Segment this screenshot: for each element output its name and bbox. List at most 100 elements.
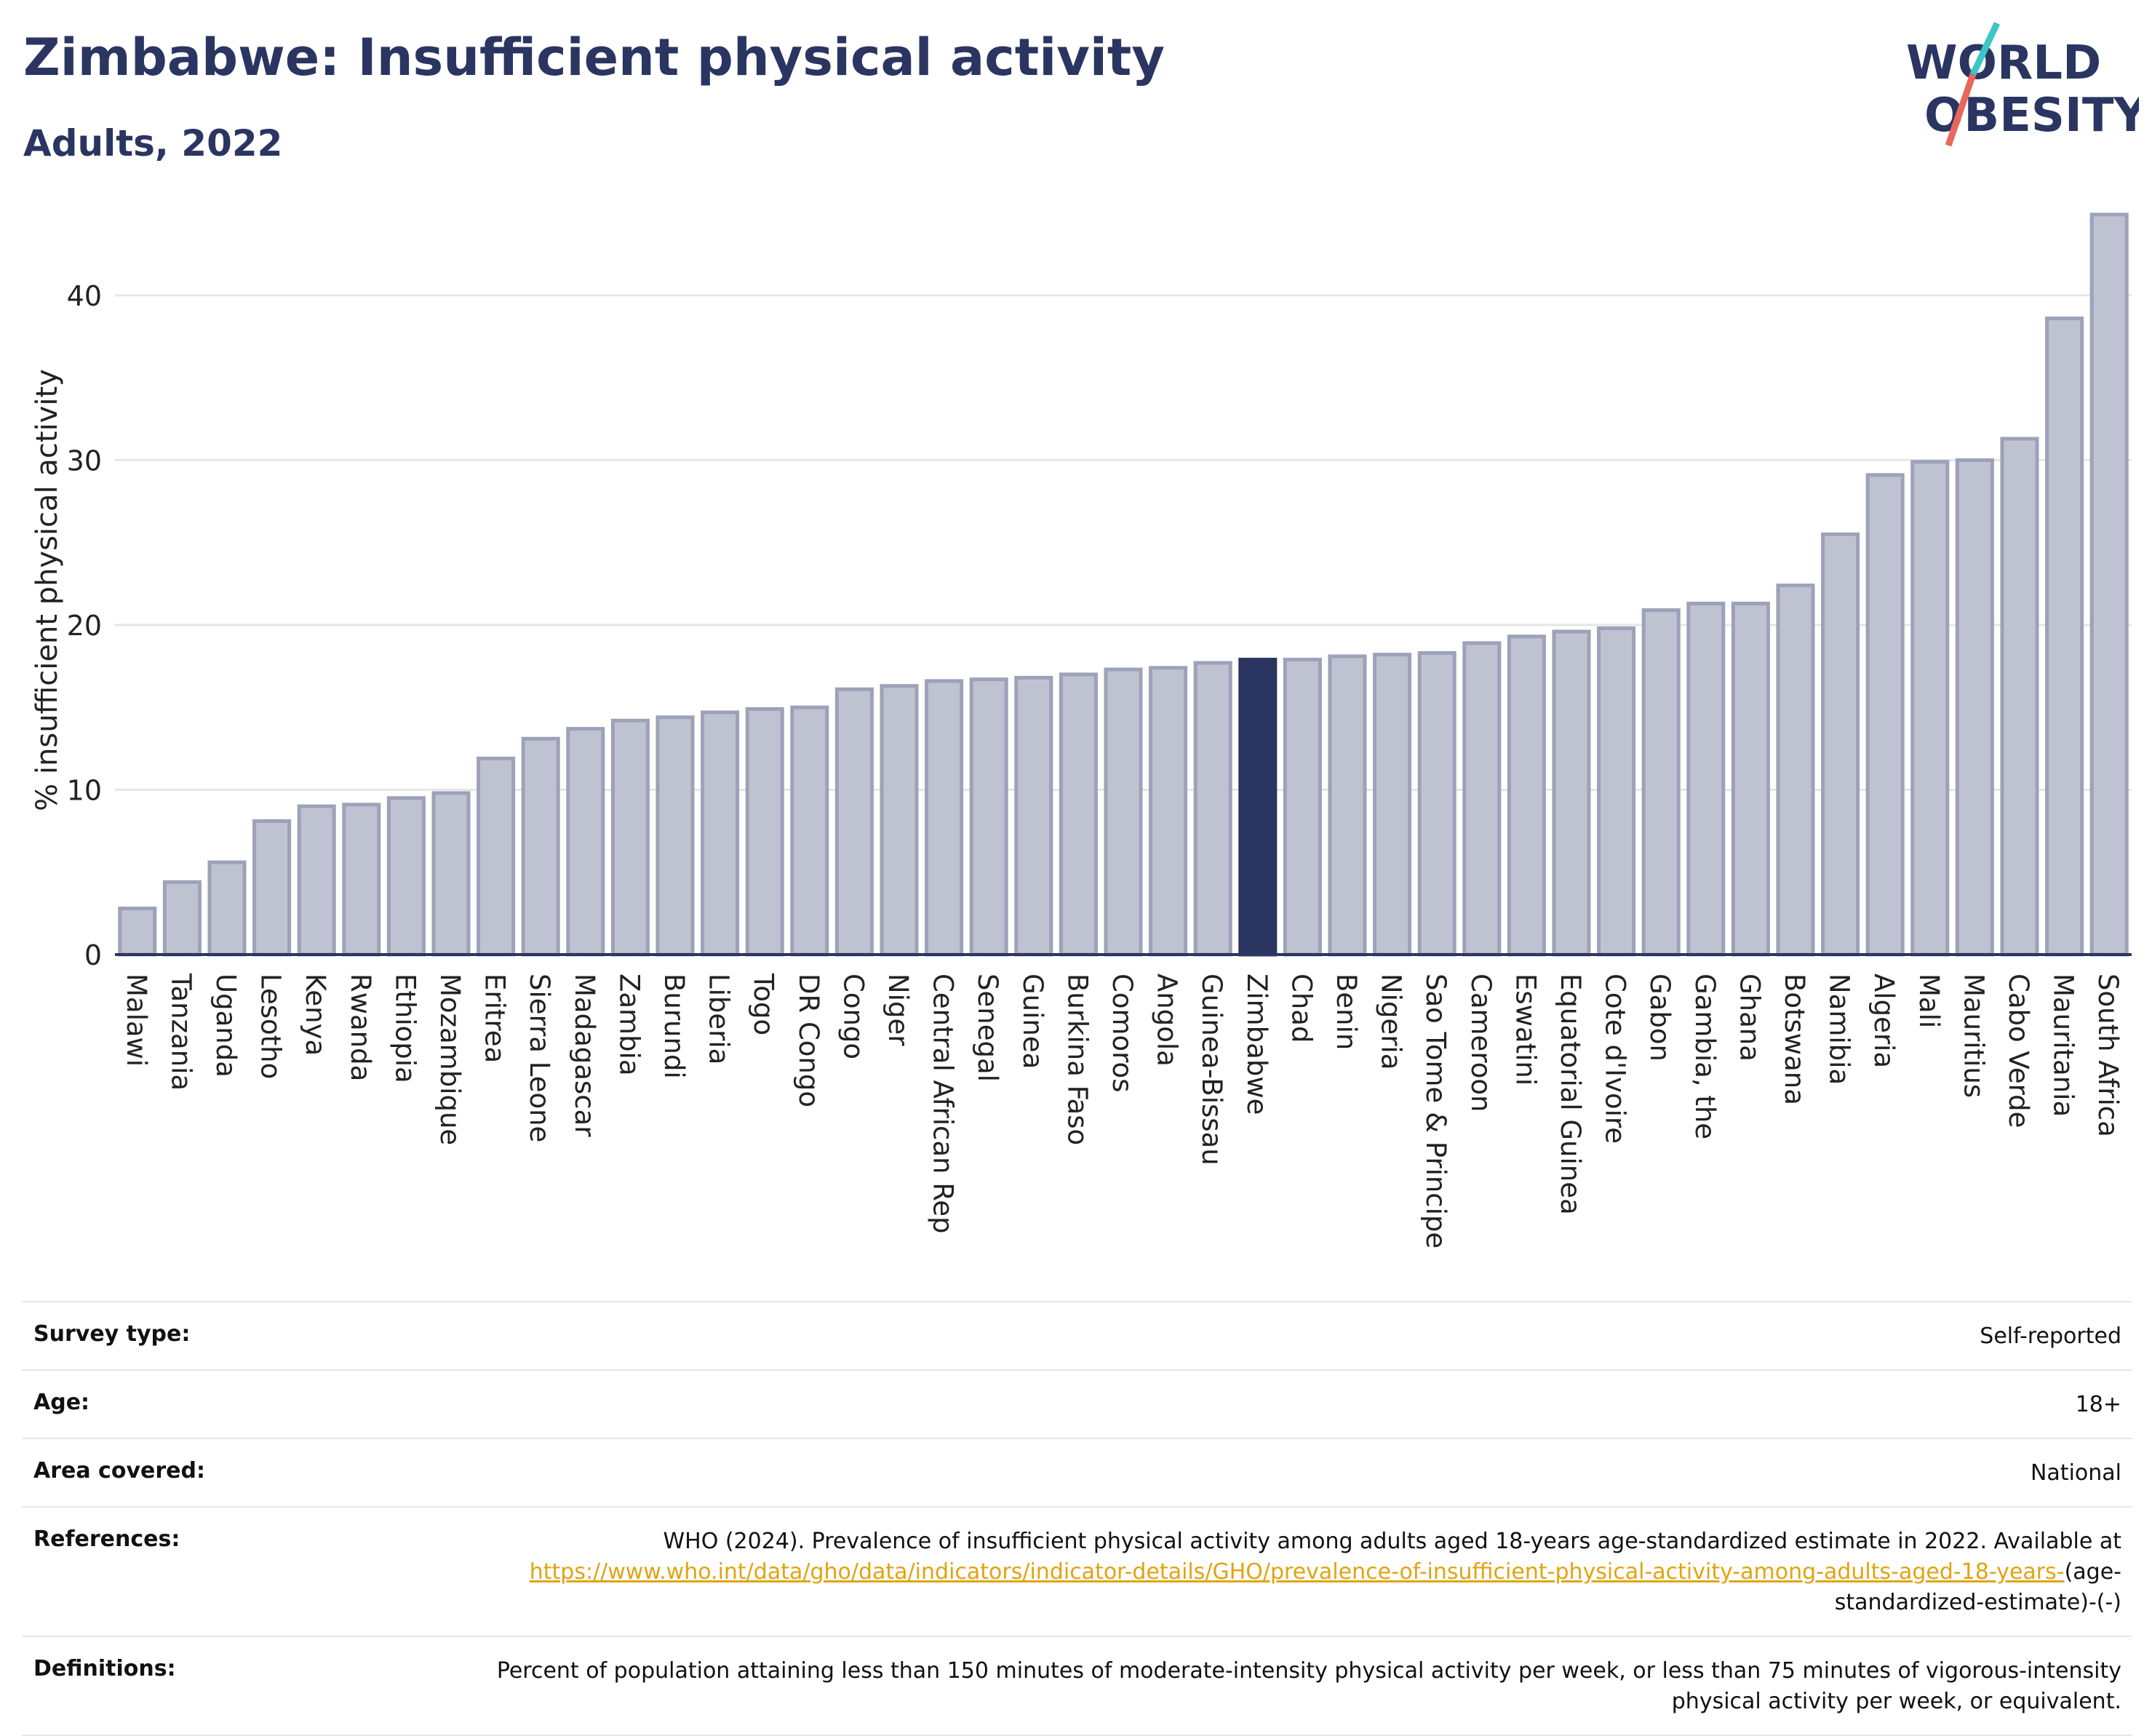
bar [1731, 602, 1770, 957]
y-tick-label: 40 [67, 280, 102, 312]
y-tick-label: 30 [67, 445, 102, 477]
bar [566, 727, 605, 957]
x-tick-label: Algeria [1868, 973, 1900, 1068]
x-tick-label: Cabo Verde [2003, 973, 2034, 1128]
y-tick-label: 10 [67, 774, 102, 806]
x-tick-label: DR Congo [793, 973, 824, 1107]
x-tick-label: Niger [882, 973, 914, 1046]
y-tick-label: 0 [84, 939, 102, 971]
bar [431, 791, 471, 957]
bar [342, 803, 381, 957]
x-tick-label: Senegal [972, 973, 1003, 1082]
definitions-label: Definitions: [33, 1656, 176, 1681]
references-value: WHO (2024). Prevalence of insufficient p… [477, 1526, 2121, 1618]
survey-type-label: Survey type: [33, 1321, 191, 1347]
bar [834, 687, 874, 957]
x-tick-label: Angola [1152, 973, 1183, 1067]
references-suffix: (age-standardized-estimate)-(-) [1834, 1559, 2121, 1615]
x-tick-label: Cameroon [1465, 973, 1497, 1112]
bar [162, 880, 202, 957]
bar [118, 907, 157, 957]
x-tick-label: Gambia, the [1689, 973, 1721, 1139]
x-tick-label: Mauritius [1958, 973, 1989, 1098]
references-link[interactable]: https://www.who.int/data/gho/data/indica… [529, 1559, 2065, 1585]
details-row-area: Area covered: National [22, 1438, 2132, 1506]
bar [386, 796, 426, 957]
bar [1059, 672, 1098, 957]
x-tick-label: Gabon [1644, 973, 1675, 1062]
x-tick-label: Liberia [704, 973, 735, 1064]
bar [2089, 212, 2129, 957]
x-tick-label: Togo [748, 973, 779, 1035]
details-table: Survey type: Self-reported Age: 18+ Area… [22, 1301, 2132, 1736]
bar [1283, 658, 1322, 957]
details-row-definitions: Definitions: Percent of population attai… [22, 1636, 2132, 1736]
x-tick-label: Chad [1286, 973, 1317, 1043]
x-tick-label: Mozambique [434, 973, 466, 1145]
bar [1328, 654, 1367, 957]
bar [610, 718, 650, 957]
x-tick-label: Kenya [300, 973, 331, 1056]
x-tick-label: Botswana [1779, 973, 1810, 1105]
definitions-value: Percent of population attaining less tha… [496, 1658, 2121, 1714]
references-text: WHO (2024). Prevalence of insufficient p… [663, 1529, 2121, 1554]
x-tick-label: Namibia [1824, 973, 1855, 1085]
x-tick-label: Tanzania [165, 973, 196, 1091]
bar [1776, 584, 1815, 957]
bar [1149, 666, 1188, 957]
age-label: Age: [33, 1390, 90, 1415]
x-tick-label: Burkina Faso [1061, 973, 1093, 1145]
bar [477, 756, 516, 957]
x-tick-label: Guinea [1017, 973, 1048, 1069]
logo-text-world: WORLD [1906, 36, 2101, 90]
details-row-survey-type: Survey type: Self-reported [22, 1301, 2132, 1369]
area-covered-value: National [2030, 1460, 2121, 1486]
x-tick-label: Burundi [658, 973, 690, 1079]
x-tick-label: Central African Rep [928, 973, 959, 1234]
bar [207, 860, 247, 957]
y-tick-label: 20 [67, 610, 102, 642]
bar [1821, 532, 1860, 957]
bar [1104, 667, 1143, 957]
survey-type-value: Self-reported [1980, 1323, 2121, 1349]
bar [745, 706, 784, 957]
x-tick-label: Zimbabwe [1241, 973, 1272, 1115]
chart-subtitle: Adults, 2022 [23, 122, 283, 164]
x-tick-label: Comoros [1107, 973, 1138, 1092]
bar [1641, 608, 1681, 957]
bar [655, 715, 695, 957]
area-covered-label: Area covered: [33, 1458, 205, 1484]
bar-highlight [1238, 658, 1278, 957]
x-tick-label: Mauritania [2048, 973, 2079, 1117]
bar [969, 677, 1008, 957]
x-tick-label: Equatorial Guinea [1555, 973, 1586, 1215]
x-tick-label: Guinea-Bissau [1196, 973, 1227, 1166]
bar [1417, 650, 1456, 957]
x-tick-label: Mali [1913, 973, 1945, 1028]
age-value: 18+ [2075, 1392, 2121, 1417]
details-row-references: References: WHO (2024). Prevalence of in… [22, 1506, 2132, 1636]
y-axis-label: % insufficient physical activity [31, 369, 64, 811]
x-tick-label: Sao Tome & Principe [1420, 973, 1451, 1249]
bar [1193, 661, 1232, 957]
details-row-age: Age: 18+ [22, 1369, 2132, 1438]
bar [2000, 437, 2039, 957]
bar [925, 679, 964, 957]
bar [790, 705, 829, 957]
bar [1462, 641, 1502, 957]
bar [252, 819, 292, 957]
logo-slash-bottom [1945, 73, 1977, 147]
bar [1865, 473, 1905, 957]
x-tick-label: Sierra Leone [524, 973, 555, 1142]
x-tick-label: Ghana [1734, 973, 1765, 1062]
x-tick-label: South Africa [2092, 973, 2124, 1137]
x-tick-label: Rwanda [345, 973, 376, 1081]
bar [1507, 634, 1546, 957]
x-tick-label: Eritrea [479, 973, 511, 1063]
bar [1910, 460, 1950, 957]
x-tick-label: Lesotho [255, 973, 287, 1079]
bar [1014, 675, 1053, 957]
x-tick-label: Malawi [121, 973, 152, 1067]
bar [1597, 626, 1636, 957]
x-tick-label: Eswatini [1510, 973, 1541, 1086]
